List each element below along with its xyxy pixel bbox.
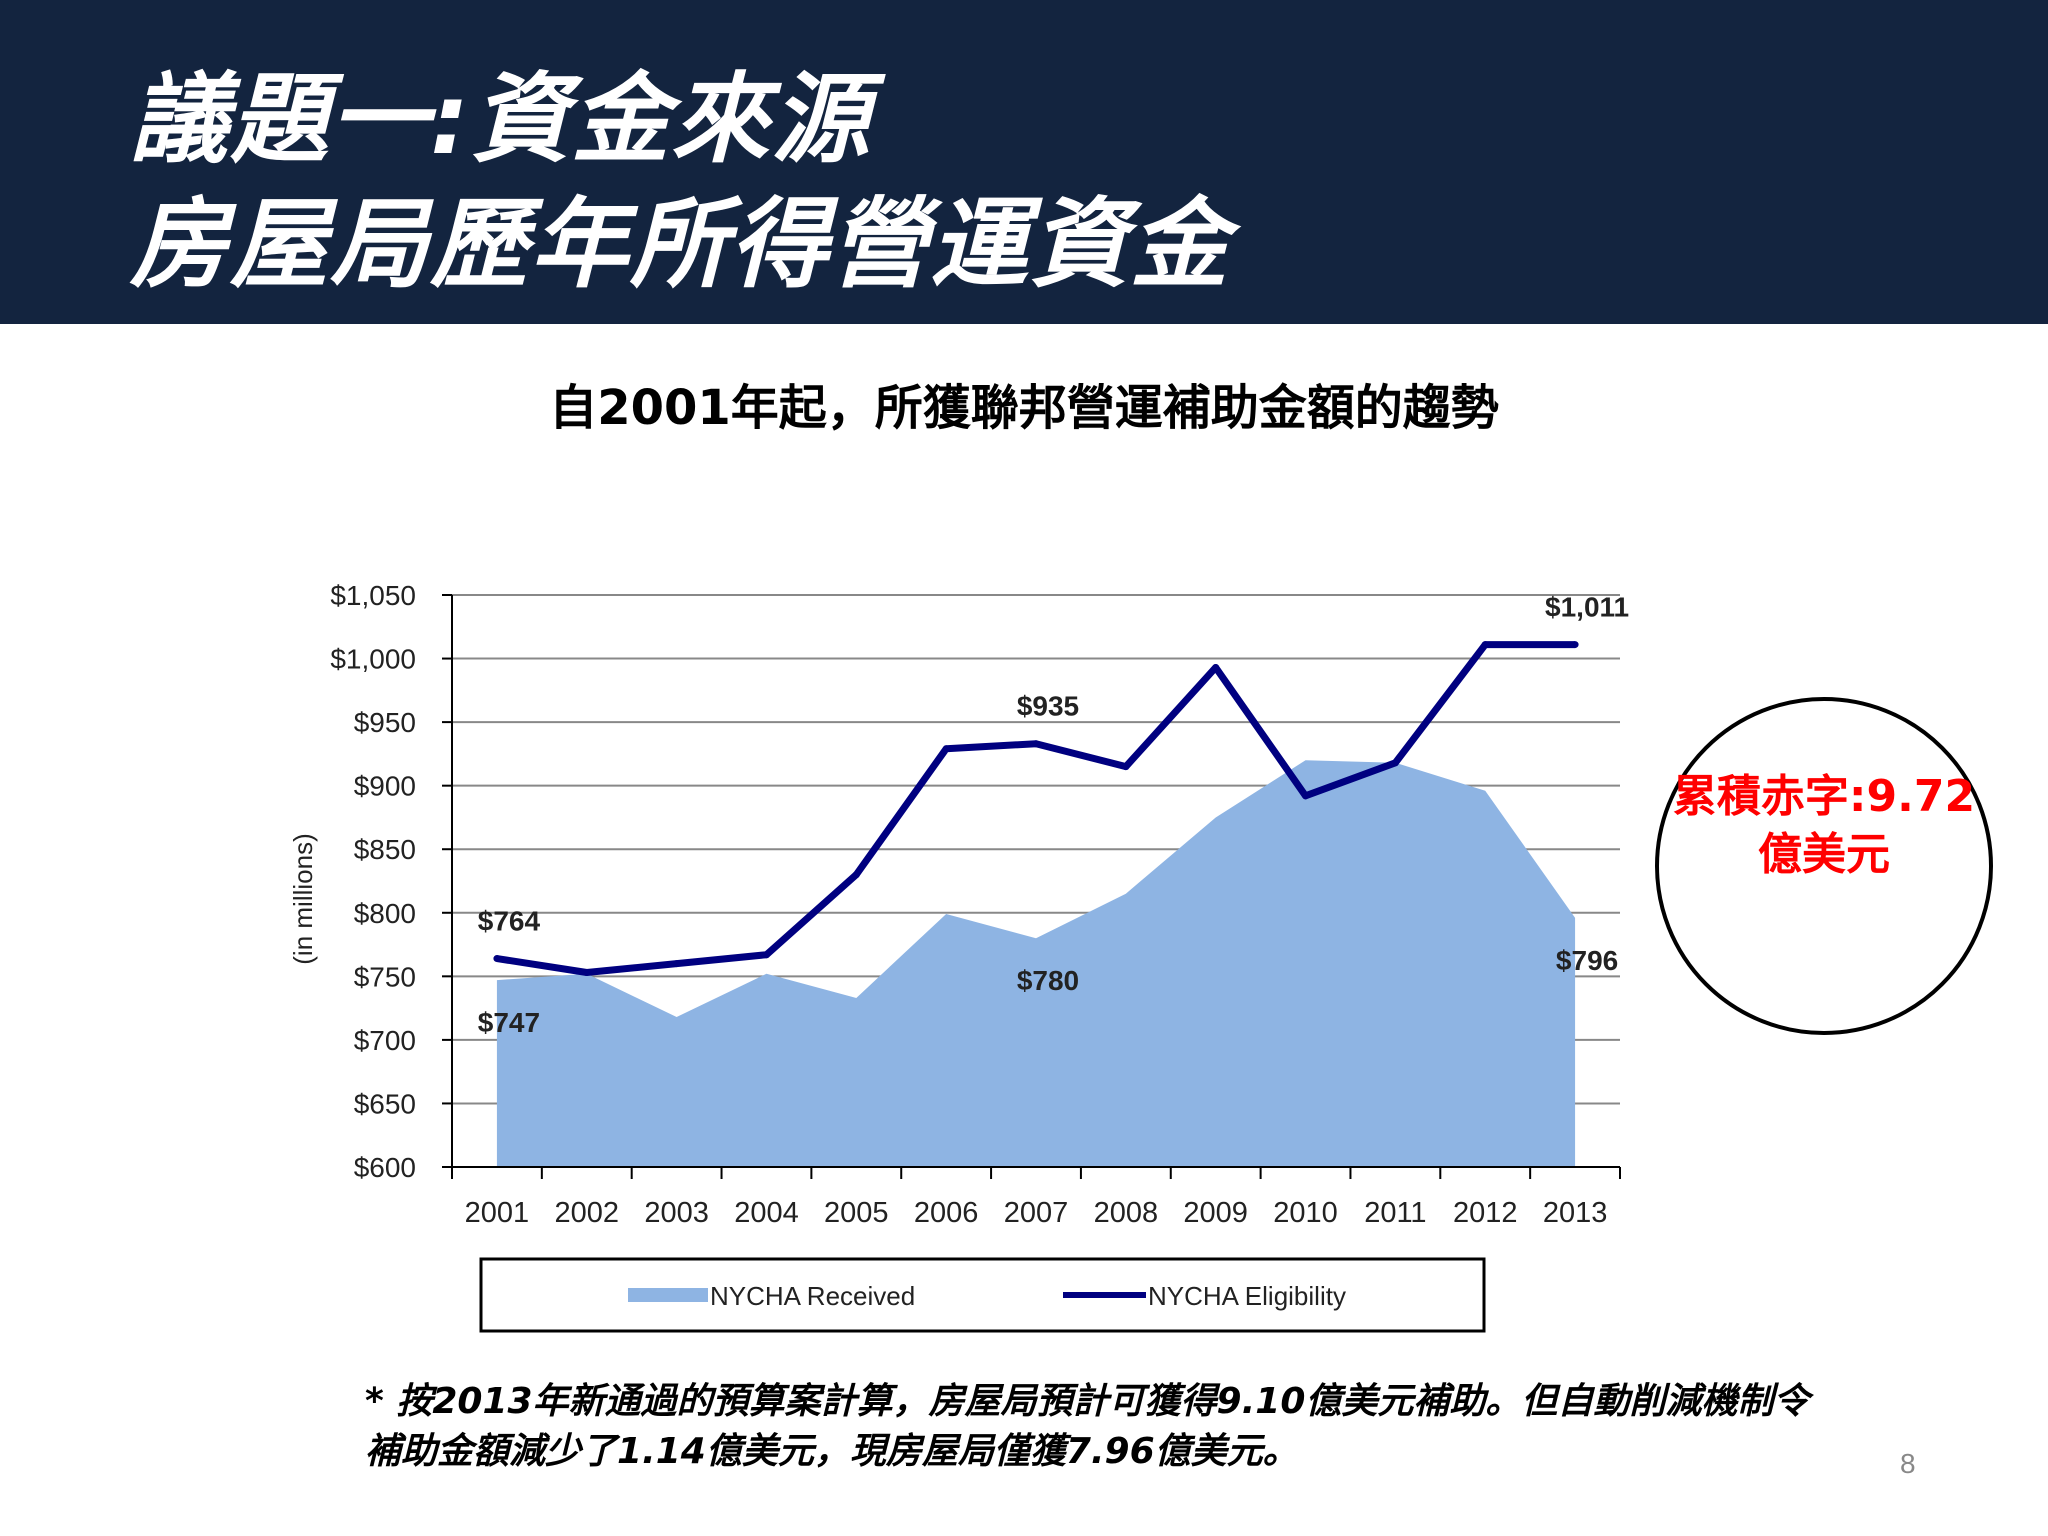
page-number: 8 (1900, 1448, 1916, 1479)
y-tick-label: $800 (354, 898, 416, 929)
x-tick-label: 2005 (824, 1197, 889, 1229)
data-label: $935 (1017, 691, 1079, 722)
eligibility-point (942, 745, 950, 753)
x-tick-label: 2002 (555, 1197, 620, 1229)
y-tick-label: $650 (354, 1088, 416, 1119)
x-tick-label: 2001 (465, 1197, 530, 1229)
y-tick-label: $1,000 (330, 644, 416, 675)
eligibility-point (1122, 763, 1130, 771)
slide-title-line2: 房屋局歷年所得營運資金 (130, 188, 1231, 302)
x-tick-label: 2008 (1094, 1197, 1159, 1229)
x-tick-label: 2006 (914, 1197, 979, 1229)
data-label: $780 (1017, 965, 1079, 996)
y-tick-label: $950 (354, 707, 416, 738)
deficit-note: 累積赤字:9.72 億美元 (1655, 768, 1993, 884)
data-label: $1,011 (1545, 592, 1629, 623)
eligibility-point (493, 955, 501, 963)
y-tick-label: $900 (354, 771, 416, 802)
series-area-nycha-received (496, 760, 1576, 1167)
eligibility-point (762, 951, 770, 959)
deficit-note-line2: 億美元 (1758, 829, 1890, 880)
x-tick-label: 2013 (1543, 1197, 1608, 1229)
eligibility-point (1481, 641, 1489, 649)
legend-label-nycha-eligibility: NYCHA Eligibility (1148, 1281, 1346, 1311)
eligibility-point (1212, 663, 1220, 671)
footnote: * 按2013年新通過的預算案計算，房屋局預計可獲得9.10億美元補助。但自動削… (365, 1381, 1810, 1472)
x-tick-label: 2011 (1364, 1197, 1426, 1229)
x-tick-label: 2012 (1453, 1197, 1518, 1229)
x-tick-label: 2007 (1004, 1197, 1069, 1229)
x-tick-label: 2003 (644, 1197, 709, 1229)
eligibility-point (852, 871, 860, 879)
deficit-circle (1655, 697, 1993, 1035)
x-tick-label: 2004 (734, 1197, 799, 1229)
eligibility-point (1571, 641, 1579, 649)
y-tick-label: $850 (354, 834, 416, 865)
eligibility-point (673, 960, 681, 968)
title-banner: 議題一:資金來源 房屋局歷年所得營運資金 (0, 0, 2048, 324)
y-axis-title: (in millions) (288, 833, 318, 964)
eligibility-point (1032, 740, 1040, 748)
data-label: $747 (478, 1007, 540, 1038)
legend-label-nycha-received: NYCHA Received (710, 1281, 915, 1311)
eligibility-point (583, 969, 591, 977)
x-tick-label: 2010 (1273, 1197, 1338, 1229)
y-tick-label: $1,050 (330, 580, 416, 611)
x-tick-label: 2009 (1183, 1197, 1248, 1229)
eligibility-point (1391, 759, 1399, 767)
y-tick-label: $700 (354, 1025, 416, 1056)
eligibility-point (1302, 792, 1310, 800)
deficit-note-line1: 累積赤字:9.72 (1672, 771, 1976, 822)
y-tick-label: $750 (354, 961, 416, 992)
data-label: $796 (1556, 945, 1618, 976)
legend-swatch-nycha-received (628, 1288, 708, 1302)
y-tick-label: $600 (354, 1152, 416, 1183)
chart-subtitle: 自2001年起，所獲聯邦營運補助金額的趨勢 (549, 380, 1499, 436)
slide-title-line1: 議題一:資金來源 (130, 63, 872, 177)
data-label: $764 (478, 906, 541, 937)
